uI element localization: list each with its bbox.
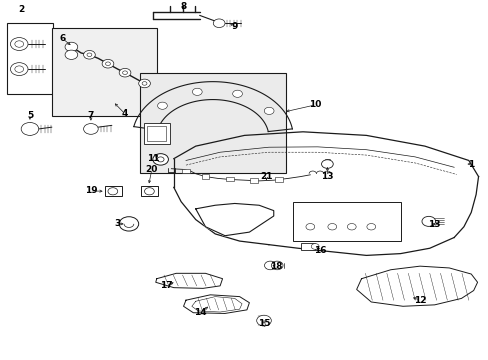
Text: 8: 8 (180, 2, 186, 11)
FancyBboxPatch shape (104, 186, 122, 196)
Bar (140, 73, 285, 173)
Circle shape (102, 59, 114, 68)
Bar (250, 178, 258, 183)
Bar (201, 175, 209, 179)
Text: 13: 13 (321, 172, 333, 181)
Circle shape (139, 79, 150, 88)
Text: 21: 21 (260, 172, 272, 181)
Circle shape (421, 216, 435, 226)
Text: 11: 11 (147, 154, 159, 163)
Circle shape (157, 157, 163, 162)
Circle shape (15, 41, 23, 47)
Circle shape (311, 244, 319, 249)
Circle shape (192, 88, 202, 95)
Bar (225, 177, 233, 181)
Text: 1: 1 (467, 159, 473, 168)
FancyBboxPatch shape (141, 186, 158, 196)
Circle shape (10, 37, 28, 50)
Bar (52, 28, 157, 116)
Text: 9: 9 (231, 22, 238, 31)
Circle shape (83, 50, 95, 59)
Text: 12: 12 (413, 296, 426, 305)
Circle shape (122, 71, 127, 75)
Circle shape (264, 107, 273, 114)
Bar (6, 23, 53, 94)
Text: 6: 6 (60, 34, 65, 43)
Circle shape (157, 102, 167, 109)
Circle shape (119, 68, 131, 77)
Circle shape (15, 66, 23, 72)
Circle shape (108, 188, 118, 195)
Text: 14: 14 (194, 308, 206, 317)
Text: 13: 13 (427, 220, 440, 229)
Bar (182, 169, 189, 174)
Circle shape (119, 217, 139, 231)
Circle shape (327, 224, 336, 230)
Circle shape (142, 82, 147, 85)
Circle shape (153, 154, 168, 165)
Text: 17: 17 (160, 282, 172, 291)
Circle shape (65, 50, 78, 59)
Text: 19: 19 (84, 186, 97, 195)
Circle shape (21, 122, 39, 135)
Bar (147, 126, 165, 141)
Text: 7: 7 (87, 111, 94, 120)
Bar (300, 243, 315, 250)
Text: 20: 20 (145, 165, 158, 174)
Circle shape (213, 19, 224, 28)
Circle shape (305, 224, 314, 230)
Circle shape (87, 53, 92, 57)
Circle shape (144, 188, 154, 195)
Text: 2: 2 (19, 5, 25, 14)
Polygon shape (356, 266, 477, 306)
Bar (274, 177, 282, 181)
Text: 3: 3 (114, 219, 121, 228)
Circle shape (83, 123, 98, 134)
Polygon shape (183, 295, 249, 314)
Circle shape (10, 63, 28, 76)
Text: 4: 4 (122, 109, 128, 118)
Bar (143, 123, 170, 144)
Polygon shape (195, 203, 273, 236)
Circle shape (366, 224, 375, 230)
Circle shape (321, 160, 332, 168)
Text: 15: 15 (257, 319, 270, 328)
Polygon shape (156, 273, 222, 288)
Text: 16: 16 (313, 246, 325, 255)
Circle shape (105, 62, 110, 66)
Bar (293, 202, 400, 241)
Text: 10: 10 (308, 100, 321, 109)
Text: 5: 5 (27, 111, 33, 120)
Text: 18: 18 (269, 262, 282, 271)
Circle shape (232, 90, 242, 97)
Circle shape (271, 261, 283, 270)
Circle shape (256, 315, 271, 326)
Circle shape (346, 224, 355, 230)
Circle shape (65, 42, 78, 51)
Circle shape (264, 261, 276, 270)
